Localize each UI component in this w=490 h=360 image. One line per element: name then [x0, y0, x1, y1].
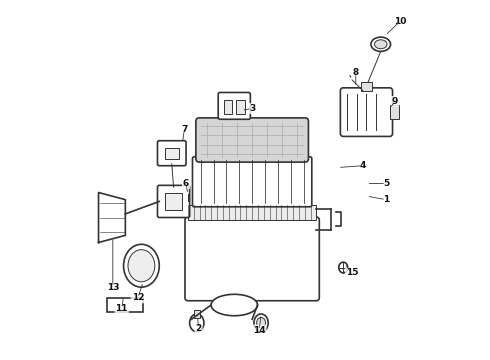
FancyBboxPatch shape	[341, 88, 392, 136]
Bar	[107, 298, 143, 312]
Text: 10: 10	[394, 17, 407, 26]
FancyBboxPatch shape	[185, 217, 319, 301]
Ellipse shape	[257, 318, 266, 328]
Text: 2: 2	[196, 324, 202, 333]
Ellipse shape	[339, 262, 348, 273]
Text: 15: 15	[346, 268, 358, 277]
FancyBboxPatch shape	[193, 157, 312, 207]
Text: 4: 4	[360, 161, 366, 170]
Ellipse shape	[190, 314, 204, 332]
Text: 13: 13	[107, 283, 119, 292]
Text: 12: 12	[132, 293, 144, 302]
Bar	[390, 105, 398, 119]
Bar	[236, 100, 245, 114]
FancyBboxPatch shape	[157, 185, 190, 217]
Text: 8: 8	[353, 68, 359, 77]
FancyBboxPatch shape	[157, 141, 186, 166]
Ellipse shape	[123, 244, 159, 287]
Text: 11: 11	[116, 304, 128, 313]
Text: 14: 14	[253, 325, 266, 334]
Text: 1: 1	[383, 195, 389, 204]
FancyBboxPatch shape	[196, 118, 308, 162]
Ellipse shape	[128, 249, 155, 282]
Ellipse shape	[254, 314, 268, 332]
Bar	[194, 310, 199, 318]
Text: 5: 5	[383, 179, 389, 188]
Bar	[165, 193, 182, 210]
Text: 7: 7	[181, 126, 188, 135]
Bar	[223, 100, 232, 114]
Bar	[188, 205, 317, 220]
Ellipse shape	[371, 37, 391, 51]
Text: 6: 6	[183, 179, 189, 188]
FancyBboxPatch shape	[218, 93, 250, 119]
Ellipse shape	[211, 294, 258, 316]
Bar	[165, 148, 179, 158]
Text: 9: 9	[392, 97, 398, 106]
Text: 3: 3	[249, 104, 255, 113]
Ellipse shape	[374, 40, 387, 49]
Bar	[361, 82, 372, 91]
